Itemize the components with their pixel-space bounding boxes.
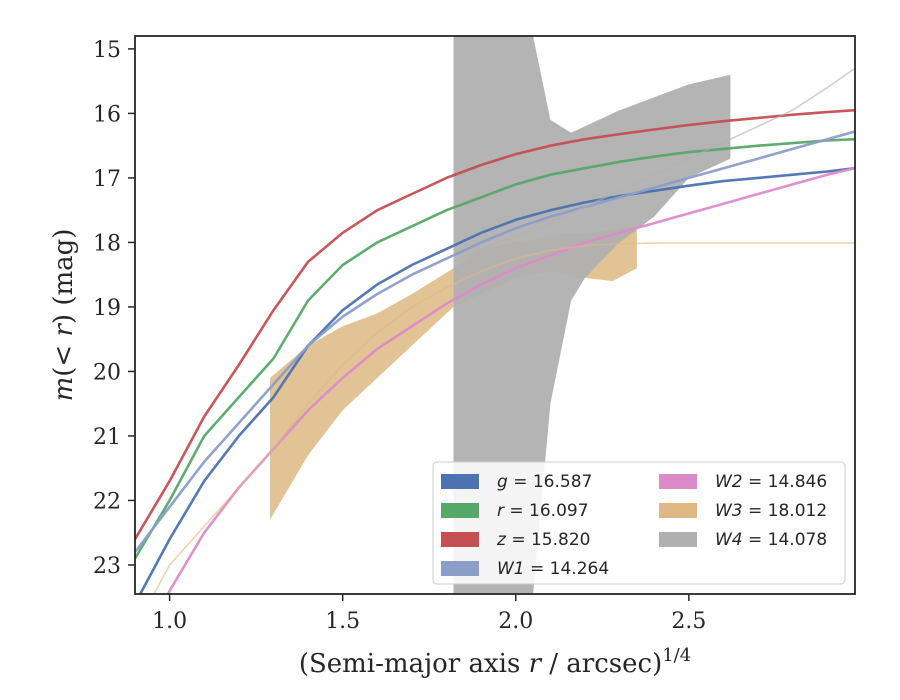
- legend-label-w2: W2 = 14.846: [715, 472, 827, 492]
- y-tick-label: 22: [93, 489, 121, 514]
- y-tick-label: 17: [93, 167, 121, 192]
- y-tick-label: 23: [93, 554, 121, 579]
- legend-swatch-g: [441, 474, 479, 489]
- legend-label-w1: W1 = 14.264: [497, 559, 609, 579]
- legend-swatch-w3: [659, 503, 697, 518]
- legend-swatch-r: [441, 503, 479, 518]
- x-tick-label: 2.5: [671, 609, 706, 634]
- x-axis-ticks: 1.0 1.5 2.0 2.5: [152, 594, 706, 634]
- legend-label-g: g = 16.587: [497, 472, 592, 492]
- y-tick-label: 21: [93, 425, 121, 450]
- series-line-w3: [153, 242, 855, 594]
- y-axis-label: m(< r) (mag): [49, 229, 79, 402]
- series-line-w1: [135, 130, 855, 553]
- series-line-g: [138, 166, 855, 594]
- legend-swatch-w2: [659, 474, 697, 489]
- legend: g = 16.587 r = 16.097 z = 15.820 W1 = 14.26…: [432, 461, 846, 585]
- y-tick-label: 20: [93, 360, 121, 385]
- y-axis-ticks: 15 16 17 18 19 20 21 22 23: [93, 38, 135, 579]
- y-tick-label: 16: [93, 102, 121, 127]
- legend-label-w3: W3 = 18.012: [715, 501, 827, 521]
- series-line-w4: [453, 67, 855, 263]
- legend-swatch-w4: [659, 532, 697, 547]
- y-tick-label: 15: [93, 38, 121, 63]
- plot-area: [135, 36, 855, 594]
- x-tick-label: 2.0: [498, 609, 533, 634]
- plot-frame: [134, 35, 856, 595]
- x-tick-label: 1.0: [152, 609, 187, 634]
- legend-label-w4: W4 = 14.078: [715, 530, 827, 550]
- x-tick-label: 1.5: [325, 609, 360, 634]
- series-line-z: [135, 108, 855, 540]
- x-axis-label: (Semi-major axis r / arcsec)1/4: [299, 645, 691, 679]
- band-w4: [453, 36, 731, 594]
- series-line-r: [135, 137, 855, 560]
- legend-swatch-z: [441, 532, 479, 547]
- legend-swatch-w1: [441, 561, 479, 576]
- legend-label-r: r = 16.097: [497, 501, 589, 521]
- y-tick-label: 18: [93, 231, 121, 256]
- legend-label-z: z = 15.820: [496, 530, 590, 550]
- y-tick-label: 19: [93, 296, 121, 321]
- legend-box: [432, 461, 846, 585]
